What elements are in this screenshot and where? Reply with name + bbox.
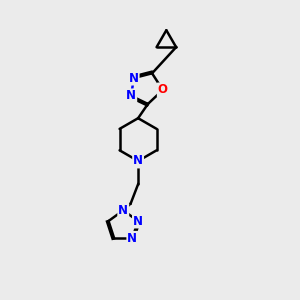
Text: O: O <box>158 83 168 97</box>
Text: N: N <box>126 89 136 102</box>
Text: N: N <box>133 154 143 167</box>
Text: N: N <box>129 72 139 85</box>
Text: N: N <box>118 204 128 217</box>
Text: N: N <box>133 214 143 227</box>
Text: N: N <box>127 232 137 245</box>
